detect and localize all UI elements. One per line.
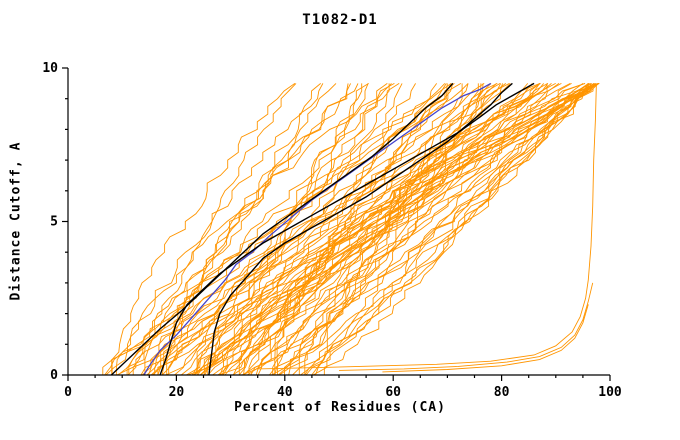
x-tick-label: 0	[64, 385, 72, 400]
chart-title: T1082-D1	[302, 12, 378, 28]
ensemble-curve	[242, 83, 600, 376]
ensemble-curve	[161, 82, 585, 376]
series-model-black-3	[208, 82, 513, 376]
ensemble-curve	[241, 83, 599, 376]
ensemble-curve	[192, 83, 507, 376]
ensemble-curve	[111, 83, 296, 375]
series-outlier-orange-1	[257, 83, 597, 370]
ensemble-curve	[140, 83, 589, 376]
ensemble-curve	[104, 83, 337, 376]
ensemble-curve	[232, 82, 541, 376]
ensemble-curve	[243, 83, 571, 376]
ensemble-curve	[250, 83, 595, 376]
ensemble-curve	[304, 83, 549, 375]
ensemble-curve	[186, 83, 369, 376]
y-tick-label: 10	[42, 61, 58, 76]
ensemble-curve	[144, 83, 452, 375]
x-tick-label: 60	[385, 385, 401, 400]
ensemble-curve	[212, 83, 590, 376]
ensemble-curve	[128, 83, 349, 375]
ensemble-curve	[150, 83, 363, 376]
x-tick-label: 20	[169, 385, 185, 400]
ensemble-curve	[116, 83, 438, 376]
x-tick-label: 100	[598, 385, 622, 400]
ensemble-curve	[165, 83, 400, 376]
ensemble-curve	[191, 83, 511, 376]
ensemble-curve	[132, 83, 297, 375]
ensemble-curve	[315, 83, 469, 376]
series-model-black-1	[110, 82, 454, 376]
ensemble-curve	[105, 83, 395, 376]
ensemble-curve	[157, 83, 352, 376]
ensemble-curve	[243, 83, 448, 376]
ensemble-curve	[222, 83, 485, 376]
ensemble-curve	[284, 82, 600, 375]
ensemble-curve	[126, 83, 560, 375]
ensemble-curve	[224, 83, 462, 376]
ensemble-curve	[199, 83, 533, 376]
ensemble-curve	[300, 83, 594, 376]
y-tick-label: 5	[50, 215, 58, 230]
x-tick-label: 80	[494, 385, 510, 400]
series-outlier-orange-2	[338, 282, 594, 371]
ensemble-curve	[193, 83, 592, 376]
series-model-blue	[143, 82, 492, 376]
ensemble-curve	[115, 83, 388, 375]
ensemble-curve	[292, 83, 548, 376]
ensemble-curve	[157, 83, 599, 375]
ensemble-curve	[148, 83, 324, 376]
ensemble-curve	[217, 83, 596, 376]
ensemble-curve	[247, 83, 482, 376]
ensemble-curve	[154, 82, 586, 375]
x-tick-label: 40	[277, 385, 293, 400]
series-model-black-2	[159, 82, 535, 376]
ensemble-curve	[111, 83, 321, 375]
ensemble-curve	[323, 83, 572, 376]
series-outlier-orange-3	[382, 304, 589, 373]
ensemble-curve	[203, 82, 592, 375]
y-tick-label: 0	[50, 368, 58, 383]
x-axis-label: Percent of Residues (CA)	[234, 400, 446, 415]
ensemble-curve	[117, 82, 498, 376]
ensemble-curve	[274, 83, 594, 376]
ensemble-curve	[180, 83, 589, 376]
